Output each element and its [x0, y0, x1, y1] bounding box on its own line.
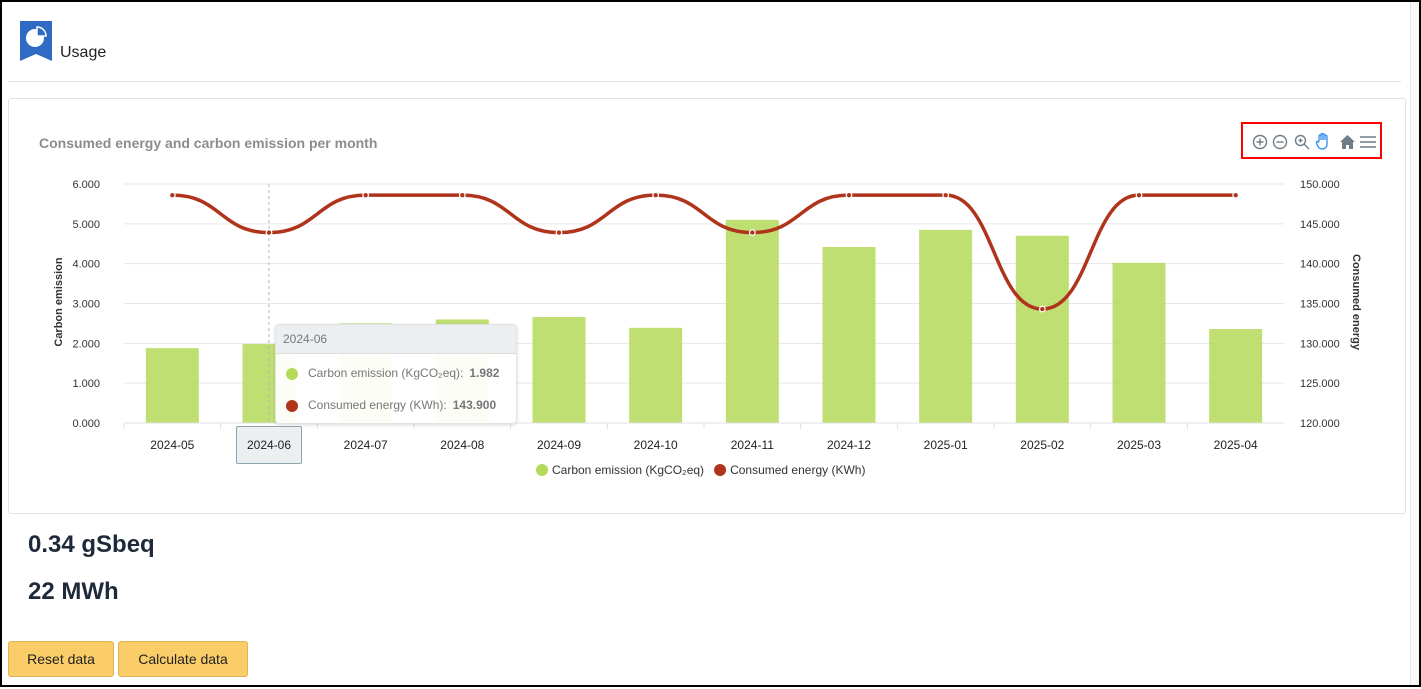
energy-total: 22 MWh — [28, 578, 119, 605]
y-left-tick-label: 4.000 — [72, 259, 100, 271]
line-point — [265, 229, 273, 236]
x-tick-label: 2024-08 — [440, 438, 484, 452]
y-left-tick-label: 6.000 — [72, 179, 100, 191]
line-point — [555, 229, 563, 236]
tooltip-label: Consumed energy (KWh): — [308, 398, 447, 412]
bar-carbon-emission — [532, 317, 586, 423]
bar-carbon-emission — [919, 229, 973, 423]
y-left-axis-label: Carbon emission — [53, 257, 65, 347]
page-header: Usage — [8, 16, 1401, 82]
line-point — [1038, 305, 1046, 313]
y-left-tick-label: 0.000 — [72, 418, 100, 430]
scrollbar[interactable] — [1410, 2, 1419, 685]
line-point — [458, 191, 466, 199]
bar-carbon-emission — [1112, 262, 1166, 423]
y-left-tick-label: 2.000 — [72, 338, 100, 350]
calculate-data-button[interactable]: Calculate data — [118, 641, 248, 677]
zoom-out-icon[interactable] — [1272, 134, 1288, 150]
x-tick-label: 2024-11 — [731, 438, 774, 452]
x-tick-label: 2025-03 — [1117, 438, 1161, 452]
chart-tooltip: 2024-06 Carbon emission (KgCO₂eq): 1.982 … — [275, 324, 517, 424]
y-left-tick-label: 5.000 — [72, 219, 100, 231]
x-tick-label: 2025-04 — [1214, 438, 1258, 452]
y-right-tick-label: 150.000 — [1300, 179, 1340, 191]
y-right-tick-label: 130.000 — [1300, 338, 1340, 350]
bar-carbon-emission — [1015, 235, 1069, 423]
line-point — [168, 191, 176, 199]
x-tick-label: 2024-05 — [150, 438, 194, 452]
chart-toolbar — [1241, 122, 1382, 159]
chart-title: Consumed energy and carbon emission per … — [39, 135, 378, 151]
y-right-tick-label: 145.000 — [1300, 219, 1340, 231]
line-point — [748, 229, 756, 236]
zoom-in-icon[interactable] — [1252, 134, 1268, 150]
line-point — [1135, 191, 1143, 199]
line-point — [652, 191, 660, 199]
legend-carbon-label: Carbon emission (KgCO₂eq) — [552, 463, 704, 477]
pie-chart-bookmark-icon — [20, 21, 52, 61]
tooltip-value: 143.900 — [452, 398, 497, 412]
bar-carbon-emission — [1209, 328, 1263, 423]
x-tick-label: 2025-02 — [1020, 438, 1064, 452]
reset-data-button[interactable]: Reset data — [8, 641, 114, 677]
bar-carbon-emission — [725, 219, 779, 423]
energy-marker-icon — [286, 399, 298, 412]
legend-energy-marker — [714, 464, 727, 476]
x-tick-label: 2024-10 — [634, 438, 678, 452]
y-right-tick-label: 125.000 — [1300, 378, 1340, 390]
tooltip-row-energy: Consumed energy (KWh): 143.900 — [286, 396, 496, 414]
line-point — [845, 191, 853, 199]
x-tick-label: 2024-07 — [344, 438, 388, 452]
page-title: Usage — [60, 44, 107, 61]
x-tick-label: 2024-12 — [827, 438, 871, 452]
emission-total: 0.34 gSbeq — [28, 531, 155, 558]
bar-carbon-emission — [822, 246, 876, 423]
line-point — [942, 191, 950, 199]
y-left-tick-label: 1.000 — [72, 378, 100, 390]
y-right-tick-label: 120.000 — [1300, 418, 1340, 430]
home-reset-icon[interactable] — [1339, 134, 1356, 150]
bar-carbon-emission — [145, 348, 199, 423]
menu-icon[interactable] — [1359, 135, 1377, 149]
carbon-marker-icon — [286, 367, 298, 380]
chart-card — [8, 98, 1406, 514]
tooltip-title: 2024-06 — [276, 325, 516, 354]
y-right-axis-label: Consumed energy — [1350, 254, 1362, 351]
tooltip-value: 1.982 — [469, 366, 500, 380]
y-right-tick-label: 135.000 — [1300, 299, 1340, 311]
y-left-tick-label: 3.000 — [72, 299, 100, 311]
x-tick-label: 2025-01 — [924, 438, 968, 452]
selection-zoom-icon[interactable] — [1294, 134, 1310, 150]
tooltip-row-carbon: Carbon emission (KgCO₂eq): 1.982 — [286, 364, 499, 382]
bar-carbon-emission — [629, 327, 683, 423]
line-point — [1232, 191, 1240, 199]
y-right-tick-label: 140.000 — [1300, 259, 1340, 271]
pan-hand-icon[interactable] — [1315, 132, 1331, 150]
x-axis-tooltip: 2024-06 — [236, 426, 302, 464]
legend-energy-label: Consumed energy (KWh) — [730, 463, 865, 477]
legend-carbon-marker — [536, 464, 548, 476]
line-point — [362, 191, 370, 199]
x-tick-label: 2024-09 — [537, 438, 581, 452]
tooltip-label: Carbon emission (KgCO₂eq): — [308, 366, 464, 380]
line-consumed-energy — [172, 193, 1236, 311]
